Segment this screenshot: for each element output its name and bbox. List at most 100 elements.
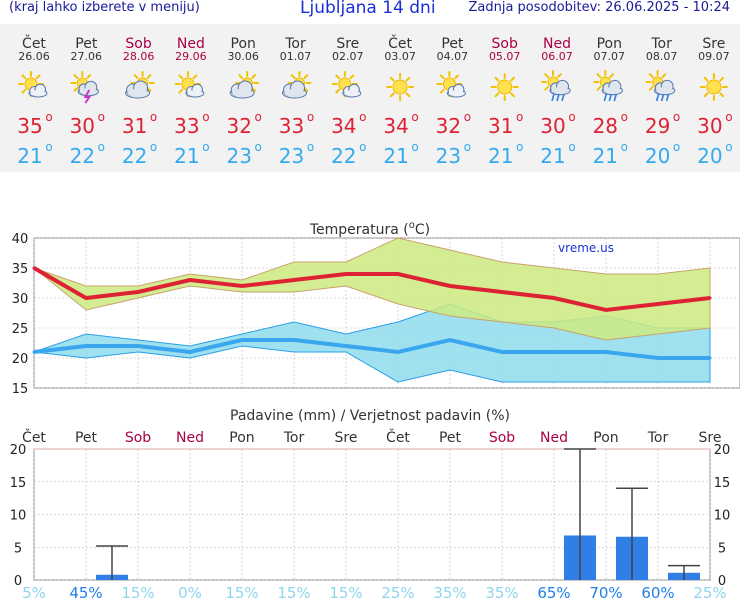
day-date: 28.06 — [123, 50, 155, 63]
min-temp: 23 — [226, 144, 251, 168]
day-date: 29.06 — [175, 50, 207, 63]
day-axis-label: Čet — [22, 428, 46, 446]
degree-sign: o — [464, 110, 471, 124]
degree-sign: o — [673, 110, 680, 124]
day-axis-label: Sob — [489, 430, 515, 446]
day-axis-label: Čet — [386, 428, 410, 446]
sun-ray — [73, 86, 79, 92]
error-bar — [668, 564, 700, 580]
sun-ray — [290, 74, 296, 80]
sun-cloud-icon — [436, 71, 466, 98]
degree-sign: o — [255, 110, 262, 124]
day-axis-label: Ned — [176, 430, 204, 446]
location-menu-hint[interactable]: (kraj lahko izberete v meniju) — [9, 0, 200, 15]
precip-probability: 35% — [433, 584, 466, 600]
min-temp-line — [33, 337, 710, 360]
rain-drop — [613, 93, 618, 102]
sun-ray — [648, 85, 654, 91]
day-date: 30.06 — [227, 50, 259, 63]
max-temp: 33 — [279, 114, 304, 138]
min-temp-point — [708, 356, 712, 360]
rain-drop — [551, 93, 555, 102]
precipitation-chart: Padavine (mm) / Verjetnost padavin (%) Če… — [10, 408, 731, 600]
day-date: 05.07 — [489, 50, 521, 63]
cloud-shape — [229, 80, 255, 99]
sun-disc — [497, 79, 513, 95]
cloud-shape — [446, 83, 466, 98]
sun-ray — [178, 74, 184, 80]
cloud-shape — [282, 80, 307, 99]
sun-ray — [146, 74, 152, 80]
sun-rain-icon — [593, 70, 623, 102]
cloud-shape — [653, 79, 676, 96]
precip-probability: 60% — [641, 584, 674, 600]
last-updated: Zadnja posodobitev: 26.06.2025 - 10:24 — [468, 0, 730, 15]
degree-sign: o — [621, 140, 628, 154]
day-name: Sob — [125, 36, 151, 52]
precip-probability: 15% — [329, 584, 362, 600]
sun-ray — [510, 76, 515, 82]
day-date: 03.07 — [384, 50, 416, 63]
sun-ray — [596, 73, 602, 79]
max-temp: 34 — [331, 114, 356, 138]
max-temp: 32 — [436, 114, 461, 138]
day-name: Sob — [492, 36, 518, 52]
degree-sign: o — [202, 140, 209, 154]
min-temp-point — [344, 344, 348, 348]
precip-probability: 15% — [277, 584, 310, 600]
degree-sign: o — [202, 110, 209, 124]
max-temp-point — [240, 284, 244, 288]
lightning-bolt — [83, 89, 92, 104]
sun-ray — [21, 74, 27, 80]
cloud-shape — [125, 80, 151, 99]
y-tick-label: 40 — [12, 232, 29, 247]
rain-drop — [556, 93, 560, 102]
precip-probability: 15% — [225, 584, 258, 600]
degree-sign: o — [621, 110, 628, 124]
min-temp: 22 — [70, 144, 95, 168]
cloud-shape — [601, 79, 623, 96]
day-name: Čet — [388, 34, 412, 52]
y-tick-label-right: 10 — [714, 509, 731, 524]
sun-ray — [35, 74, 41, 80]
sun-disc — [706, 79, 722, 95]
sun-ray — [494, 76, 500, 82]
sun-cloud-icon — [18, 71, 48, 98]
max-temp-point — [396, 272, 400, 276]
max-temp-point — [188, 278, 192, 282]
y-tick-label: 25 — [12, 322, 29, 337]
sun-ray — [133, 74, 139, 80]
min-temp-point — [240, 338, 244, 342]
sun-ray — [86, 74, 92, 80]
day-name: Tor — [650, 36, 672, 52]
rain-drop — [665, 93, 670, 102]
max-temp: 31 — [122, 114, 147, 138]
max-temp: 34 — [383, 114, 408, 138]
y-tick-label-left: 10 — [10, 509, 27, 524]
sun-ray — [454, 74, 459, 80]
min-temp-point — [396, 350, 400, 354]
min-temp: 21 — [17, 144, 42, 168]
sun-ray — [439, 88, 445, 94]
max-temp-point — [708, 296, 712, 300]
cloud-fill — [187, 90, 203, 97]
day-axis-label: Sre — [699, 430, 722, 446]
y-tick-label-left: 20 — [10, 443, 27, 458]
y-tick-label: 35 — [12, 262, 29, 277]
day-name: Čet — [22, 34, 46, 52]
cloud-fill — [127, 89, 148, 97]
sun-ray — [494, 92, 500, 98]
max-temp: 33 — [174, 114, 199, 138]
y-tick-label-left: 0 — [14, 574, 22, 589]
sun-ray — [335, 88, 341, 94]
precip-probability: 65% — [537, 584, 570, 600]
cloud-fill — [448, 90, 464, 97]
sun-ray — [703, 76, 709, 82]
degree-sign: o — [725, 140, 732, 154]
y-tick-label-right: 15 — [714, 476, 731, 491]
rain-drop — [561, 93, 565, 102]
